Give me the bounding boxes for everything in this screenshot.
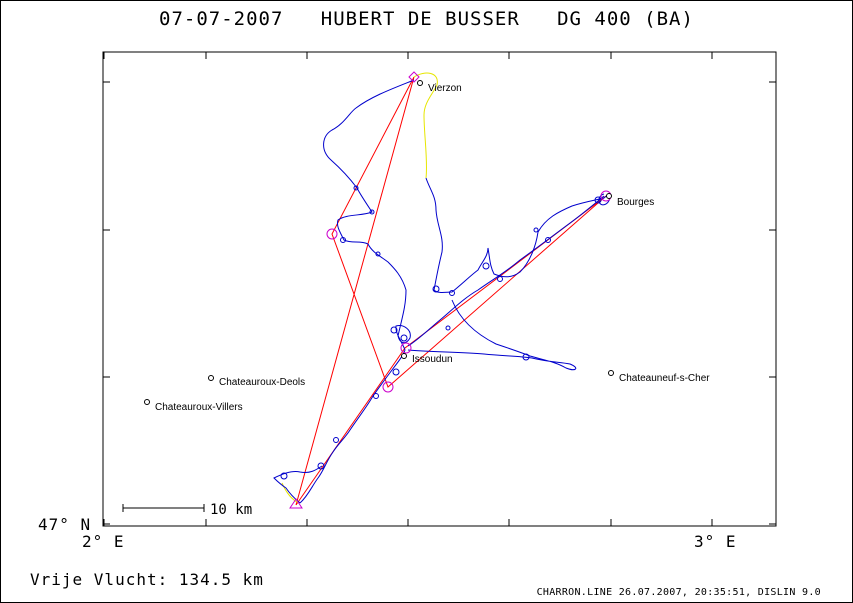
thermal-marker (333, 437, 339, 443)
place-marker-bourges (606, 193, 612, 199)
turnpoint-vierzon-marker (408, 71, 420, 83)
place-label-bourges: Bourges (617, 197, 654, 208)
footer-info: CHARRON.LINE 26.07.2007, 20:35:51, DISLI… (536, 587, 821, 598)
free-flight-label: Vrije Vlucht: (30, 570, 169, 589)
thermal-marker (390, 326, 398, 334)
track-north-leg (299, 79, 415, 504)
place-marker-issoudun (401, 353, 407, 359)
turnpoint-markers (289, 71, 612, 509)
thermal-marker (340, 237, 346, 243)
place-label-chateauroux-deols: Chateauroux-Deols (219, 377, 305, 388)
turnpoint-south-marker (382, 381, 394, 393)
place-marker-chateauroux-villers (144, 399, 150, 405)
thermal-marker (317, 462, 325, 470)
y-axis-label: 47° N (38, 515, 92, 534)
start-triangle-marker (289, 498, 303, 509)
map-axes-box (102, 51, 777, 527)
turnpoint-issoudun-marker (400, 342, 412, 354)
place-labels: Vierzon Bourges Issoudun Chateauroux-Deo… (155, 83, 710, 413)
thermal-marker (432, 285, 440, 293)
thermal-marker (449, 290, 455, 296)
thermal-marker (522, 353, 530, 361)
glider-type: DG 400 (BA) (557, 8, 694, 30)
flight-title: 07-07-2007 HUBERT DE BUSSER DG 400 (BA) (0, 8, 853, 30)
axis-ticks (103, 52, 776, 526)
thermal-marker (400, 334, 408, 342)
place-markers (144, 80, 614, 405)
thermal-marker (280, 472, 288, 480)
place-label-issoudun: Issoudun (412, 354, 453, 365)
pilot-name: HUBERT DE BUSSER (320, 8, 520, 30)
track-return-leg (407, 195, 605, 347)
free-flight-value: 134.5 km (178, 570, 264, 589)
turnpoint-west-marker (326, 228, 338, 240)
track-east-excursion (407, 299, 577, 371)
track-to-bourges (425, 177, 611, 293)
place-marker-chateauroux-deols (208, 375, 214, 381)
place-marker-vierzon (417, 80, 423, 86)
thermal-marker (445, 325, 451, 331)
thermal-marker (373, 393, 379, 399)
thermal-marker (545, 237, 551, 243)
x-axis-label-left: 2° E (82, 532, 125, 551)
track-start-loops (273, 465, 323, 504)
place-label-chateauneuf: Chateauneuf-s-Cher (619, 373, 710, 384)
thermal-marker (533, 227, 539, 233)
thermal-marker (594, 196, 602, 204)
place-label-chateauroux-villers: Chateauroux-Villers (155, 402, 243, 413)
scale-bar-label: 10 km (210, 502, 252, 518)
thermal-marker (375, 251, 381, 257)
engine-track-north (413, 72, 438, 179)
thermal-markers (280, 185, 602, 480)
scale-bar (122, 504, 205, 512)
place-label-vierzon: Vierzon (428, 83, 462, 94)
thermal-marker (392, 368, 400, 376)
thermal-marker (353, 185, 359, 191)
place-marker-chateauneuf (608, 370, 614, 376)
engine-track-start (281, 482, 300, 504)
thermal-marker (369, 209, 375, 215)
flight-date: 07-07-2007 (159, 8, 284, 30)
thermal-marker (497, 276, 503, 282)
x-axis-label-right: 3° E (694, 532, 737, 551)
free-flight-distance: Vrije Vlucht: 134.5 km (30, 570, 264, 589)
thermal-marker (482, 262, 490, 270)
